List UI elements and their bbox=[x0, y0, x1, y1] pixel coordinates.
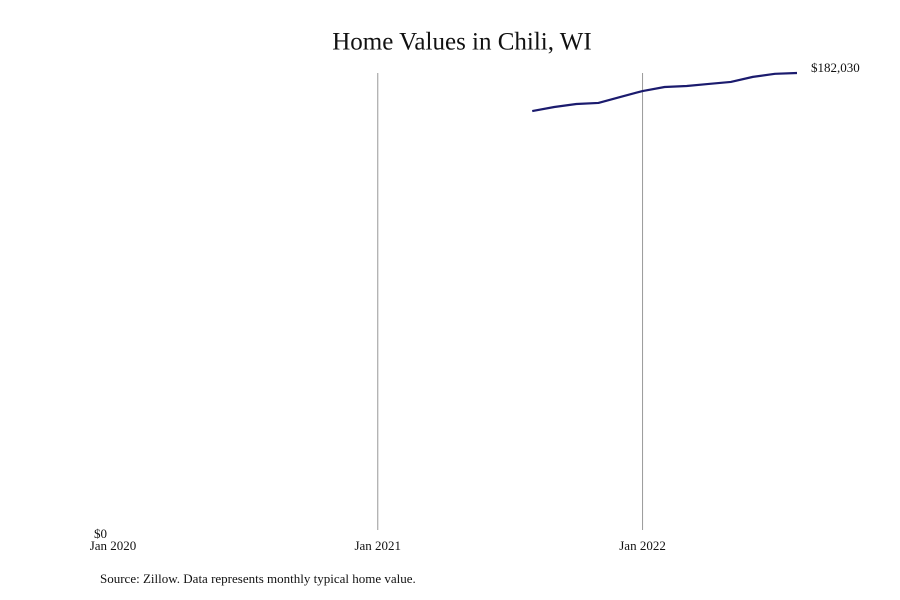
source-note: Source: Zillow. Data represents monthly … bbox=[100, 571, 416, 586]
y-tick-label: $0 bbox=[94, 526, 107, 541]
x-tick-label: Jan 2021 bbox=[354, 538, 401, 553]
x-tick-label: Jan 2020 bbox=[90, 538, 137, 553]
value-label: $182,030 bbox=[811, 60, 860, 75]
line bbox=[532, 71, 798, 113]
chart-title: Home Values in Chili, WI bbox=[332, 29, 591, 56]
x-tick-label: Jan 2022 bbox=[619, 538, 666, 553]
